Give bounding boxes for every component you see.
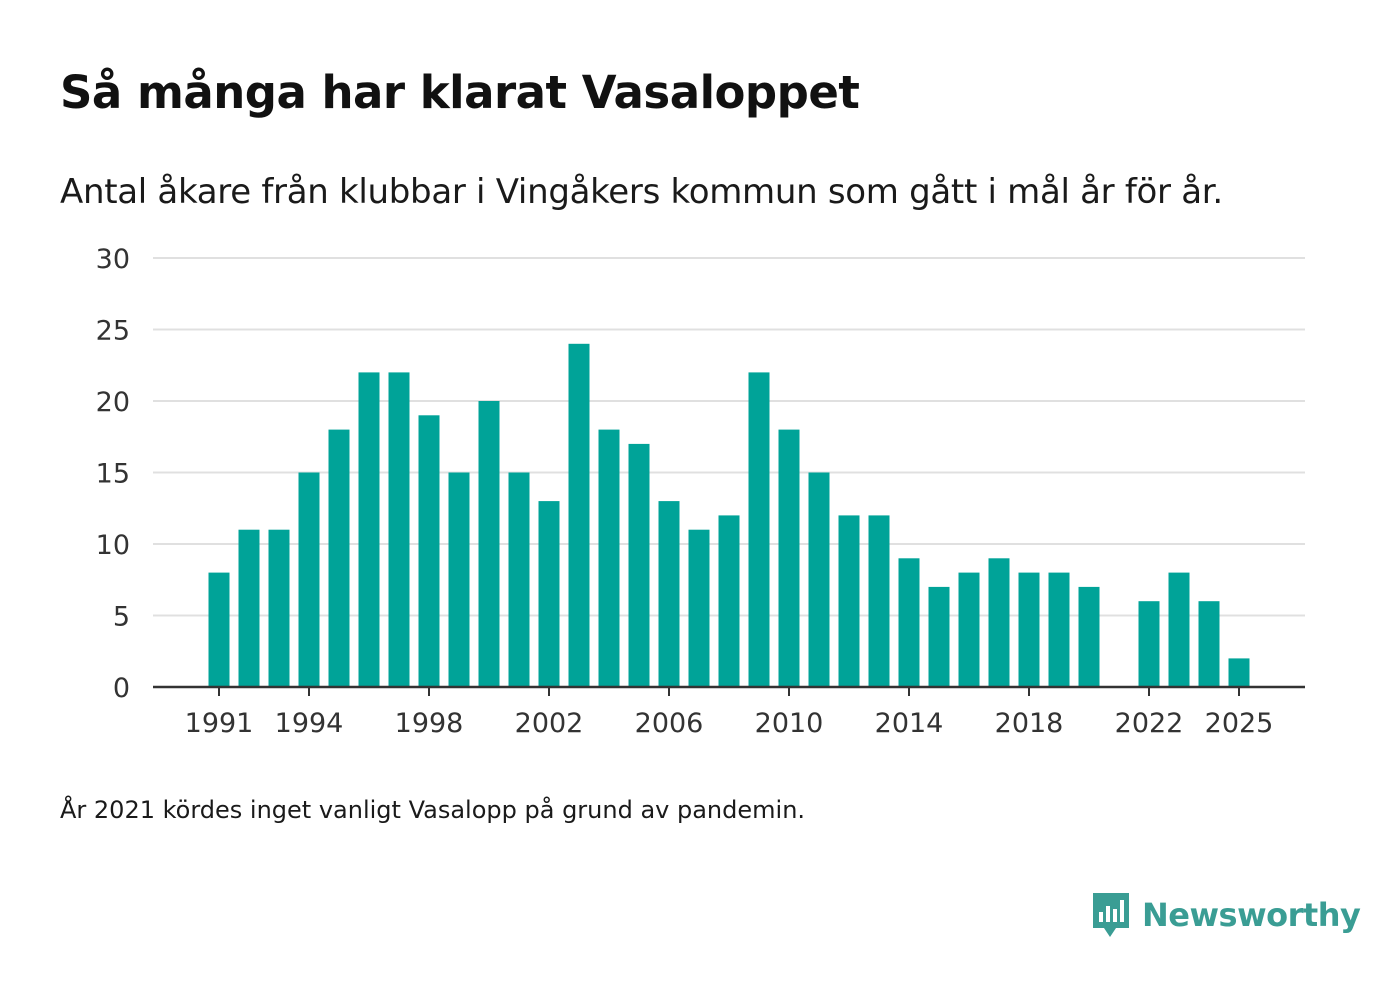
x-tick-label: 2002 [515,708,584,739]
x-tick-label: 2014 [875,708,944,739]
bars [208,343,1250,687]
bar-2000 [478,401,500,687]
bar-1996 [358,372,380,687]
x-tick-label: 1991 [185,708,254,739]
bar-1998 [418,415,440,687]
bar-2013 [868,515,890,687]
bar-2006 [658,501,680,687]
bar-2001 [508,472,530,687]
bar-2003 [568,343,590,687]
bar-2019 [1048,572,1070,687]
footnote: År 2021 kördes inget vanligt Vasalopp på… [60,796,806,824]
bar-2022 [1138,601,1160,687]
x-tick-label: 2018 [995,708,1064,739]
bar-2024 [1198,601,1220,687]
bar-2014 [898,558,920,687]
bar-1999 [448,472,470,687]
bar-2017 [988,558,1010,687]
bar-2009 [748,372,770,687]
bar-2020 [1078,586,1100,687]
newsworthy-logo-icon [1093,893,1129,937]
bar-2008 [718,515,740,687]
bar-2004 [598,429,620,687]
bar-2002 [538,501,560,687]
x-tick-label: 1998 [395,708,464,739]
y-tick-label: 0 [113,673,130,704]
y-tick-label: 25 [96,316,130,347]
bar-1991 [208,572,230,687]
bar-2015 [928,586,950,687]
bar-2016 [958,572,980,687]
bar-1992 [238,529,260,687]
bar-2012 [838,515,860,687]
x-tick-label: 2022 [1115,708,1184,739]
y-tick-label: 10 [96,530,130,561]
bar-1995 [328,429,350,687]
y-tick-label: 15 [96,459,130,490]
x-tick-label: 2010 [755,708,824,739]
newsworthy-logo-text: Newsworthy [1142,896,1361,934]
y-tick-label: 20 [96,387,130,418]
bar-2025 [1228,658,1250,687]
bar-2018 [1018,572,1040,687]
bar-1993 [268,529,290,687]
x-axis-ticks: 1991 1994 1998 2002 2006 2010 2014 2018 2022 2025 [185,687,1274,739]
bar-1997 [388,372,410,687]
x-tick-label: 1994 [275,708,344,739]
y-axis-ticks: 0 5 10 15 20 25 30 [96,244,130,704]
newsworthy-logo: Newsworthy [1090,890,1361,940]
bar-2007 [688,529,710,687]
x-tick-label: 2025 [1205,708,1274,739]
bar-2023 [1168,572,1190,687]
bar-2010 [778,429,800,687]
bar-1994 [298,472,320,687]
chart-title: Så många har klarat Vasaloppet [60,66,860,119]
chart-subtitle: Antal åkare från klubbar i Vingåkers kom… [60,172,1223,212]
bar-2011 [808,472,830,687]
bar-2005 [628,443,650,687]
y-tick-label: 30 [96,244,130,275]
y-tick-label: 5 [113,602,130,633]
x-tick-label: 2006 [635,708,704,739]
